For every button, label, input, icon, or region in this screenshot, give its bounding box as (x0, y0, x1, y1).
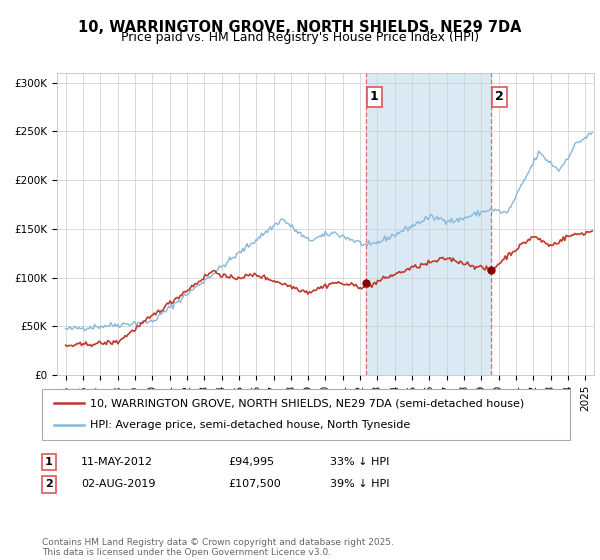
Text: 10, WARRINGTON GROVE, NORTH SHIELDS, NE29 7DA (semi-detached house): 10, WARRINGTON GROVE, NORTH SHIELDS, NE2… (90, 398, 524, 408)
Text: Price paid vs. HM Land Registry's House Price Index (HPI): Price paid vs. HM Land Registry's House … (121, 31, 479, 44)
Text: 39% ↓ HPI: 39% ↓ HPI (330, 479, 389, 489)
Text: 2: 2 (45, 479, 53, 489)
Text: 1: 1 (45, 457, 53, 467)
Text: Contains HM Land Registry data © Crown copyright and database right 2025.
This d: Contains HM Land Registry data © Crown c… (42, 538, 394, 557)
Bar (367, 73, 491, 375)
Text: £94,995: £94,995 (228, 457, 274, 467)
Text: 1: 1 (370, 91, 379, 104)
Text: 33% ↓ HPI: 33% ↓ HPI (330, 457, 389, 467)
Text: 10, WARRINGTON GROVE, NORTH SHIELDS, NE29 7DA: 10, WARRINGTON GROVE, NORTH SHIELDS, NE2… (78, 20, 522, 35)
Text: 11-MAY-2012: 11-MAY-2012 (81, 457, 153, 467)
Text: 02-AUG-2019: 02-AUG-2019 (81, 479, 155, 489)
Text: HPI: Average price, semi-detached house, North Tyneside: HPI: Average price, semi-detached house,… (90, 421, 410, 431)
Text: 2: 2 (495, 91, 503, 104)
Text: £107,500: £107,500 (228, 479, 281, 489)
